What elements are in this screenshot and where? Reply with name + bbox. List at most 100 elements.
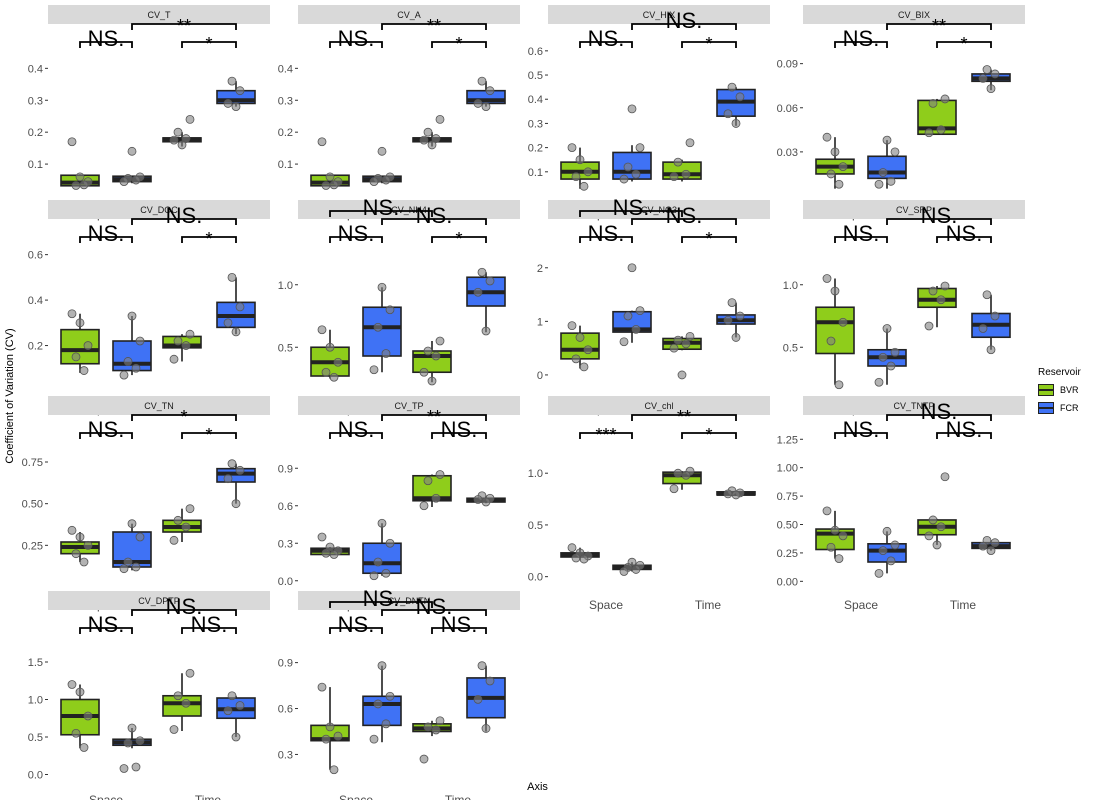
significance-label: ** — [427, 16, 441, 36]
legend-label-bvr: BVR — [1060, 385, 1079, 395]
data-point — [571, 172, 581, 182]
significance-bracket — [381, 609, 487, 616]
data-point — [317, 682, 327, 692]
y-tick-label: 0.4 — [528, 94, 543, 106]
data-point — [619, 567, 629, 576]
x-axis-label: Axis — [527, 781, 548, 793]
data-point — [924, 128, 934, 138]
data-point — [181, 341, 191, 350]
data-point — [635, 306, 645, 316]
data-point — [173, 336, 183, 346]
data-point — [235, 302, 245, 312]
data-point — [131, 175, 141, 185]
data-point — [123, 357, 133, 366]
significance-label: NS. — [166, 203, 203, 228]
y-tick-label: 0.2 — [28, 127, 43, 139]
significance-label: * — [205, 229, 212, 249]
data-point — [928, 286, 938, 296]
significance-label: NS. — [338, 417, 375, 442]
data-point — [838, 531, 848, 541]
significance-label: * — [205, 425, 212, 445]
y-tick-label: 0.75 — [22, 457, 43, 469]
data-point — [669, 484, 679, 494]
data-point — [435, 470, 445, 479]
data-point — [427, 140, 437, 150]
significance-label: * — [180, 407, 187, 427]
significance-label: *** — [595, 425, 616, 445]
data-point — [627, 263, 637, 273]
data-point — [333, 731, 343, 741]
data-point — [431, 725, 441, 735]
data-point — [431, 493, 441, 503]
legend-key-fcr — [1038, 402, 1054, 414]
data-point — [631, 169, 641, 179]
data-point — [575, 155, 585, 165]
y-tick-label: 0.4 — [28, 295, 43, 307]
data-point — [731, 119, 741, 128]
significance-bracket — [131, 609, 237, 616]
data-point — [936, 295, 946, 305]
y-tick-label: 0.3 — [28, 95, 43, 107]
facet-strip — [548, 5, 770, 24]
data-point — [127, 311, 137, 321]
data-point — [381, 568, 391, 578]
data-point — [67, 137, 77, 147]
significance-label: NS. — [441, 612, 478, 637]
data-point — [822, 132, 832, 142]
data-point — [723, 109, 733, 119]
y-tick-label: 0.3 — [528, 118, 543, 130]
box-space-fcr — [112, 340, 152, 372]
significance-bracket — [834, 236, 888, 243]
data-point — [333, 357, 343, 367]
significance-bracket — [329, 432, 383, 439]
y-tick-label: 1.25 — [777, 434, 798, 446]
data-point — [369, 571, 379, 581]
data-point — [423, 346, 433, 356]
data-point — [928, 98, 938, 108]
significance-bracket — [381, 414, 487, 421]
significance-label: NS. — [88, 221, 125, 246]
y-tick-label: 0.03 — [777, 147, 798, 159]
data-point — [83, 540, 93, 550]
data-point — [830, 147, 840, 157]
significance-bracket — [579, 236, 633, 243]
data-point — [473, 495, 483, 504]
facet-title: CV_SRP — [896, 205, 932, 215]
significance-bracket — [381, 218, 487, 225]
data-point — [834, 554, 844, 563]
data-point — [838, 317, 848, 327]
significance-bracket — [886, 414, 992, 421]
significance-bracket — [79, 432, 133, 439]
data-point — [986, 546, 996, 556]
significance-bracket — [579, 210, 683, 217]
data-point — [571, 553, 581, 563]
data-point — [169, 535, 179, 545]
facet-panel-cv_tntp: CV_TNTP 0.00 0.25 0.50 0.75 1.00 1.25 Space Time… — [777, 396, 1025, 612]
facet-title: CV_NO3 — [641, 205, 677, 215]
significance-label: NS. — [166, 594, 203, 619]
data-point — [878, 352, 888, 362]
data-point — [227, 691, 237, 701]
data-point — [169, 135, 179, 145]
data-point — [619, 174, 629, 184]
data-point — [373, 322, 383, 332]
data-point — [481, 326, 491, 336]
data-point — [890, 540, 900, 550]
data-point — [882, 324, 892, 333]
data-point — [325, 172, 335, 182]
data-point — [481, 724, 491, 733]
facet-title: CV_NH4 — [391, 205, 427, 215]
significance-label: NS. — [843, 221, 880, 246]
data-point — [317, 137, 327, 147]
data-point — [940, 472, 950, 482]
data-point — [419, 367, 429, 377]
data-point — [731, 333, 741, 342]
data-point — [119, 370, 129, 380]
data-point — [177, 140, 187, 150]
data-point — [986, 345, 996, 355]
data-point — [423, 722, 433, 732]
y-tick-label: 1.5 — [28, 657, 43, 669]
y-tick-label: 0.0 — [28, 770, 43, 782]
